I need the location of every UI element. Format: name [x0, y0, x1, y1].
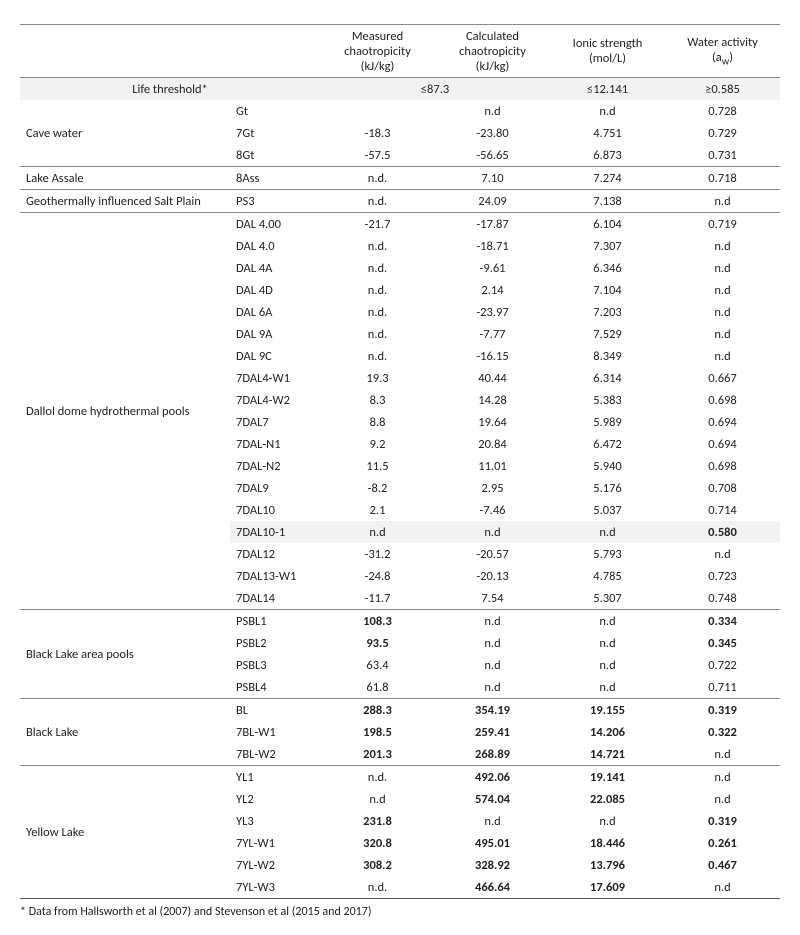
table-row: Black LakeBL288.3354.1919.1550.319: [20, 699, 780, 722]
col-measured: Measuredchaotropicity(kJ/kg): [320, 25, 435, 78]
table-body: Life threshold*≤87.3≤12.141≥0.585Cave wa…: [20, 78, 780, 899]
table-row: Dallol dome hydrothermal poolsDAL 4.00-2…: [20, 213, 780, 236]
site-label: Yellow Lake: [20, 766, 230, 899]
site-label: Cave water: [20, 100, 230, 167]
table-header: Measuredchaotropicity(kJ/kg) Calculatedc…: [20, 25, 780, 78]
footnote: * Data from Hallsworth et al (2007) and …: [20, 899, 780, 919]
site-label: Black Lake area pools: [20, 610, 230, 699]
site-label: Lake Assale: [20, 167, 230, 190]
threshold-row: Life threshold*≤87.3≤12.141≥0.585: [20, 78, 780, 101]
table-row: Yellow LakeYL1n.d.492.0619.141n.d: [20, 766, 780, 789]
col-ionic: Ionic strength(mol/L): [550, 25, 665, 78]
table-row: Cave waterGtn.dn.d0.728: [20, 100, 780, 122]
data-table: Measuredchaotropicity(kJ/kg) Calculatedc…: [20, 24, 780, 899]
site-label: Dallol dome hydrothermal pools: [20, 213, 230, 610]
table-row: Lake Assale8Assn.d.7.107.2740.718: [20, 167, 780, 190]
col-calculated: Calculatedchaotropicity(kJ/kg): [435, 25, 550, 78]
col-aw: Water activity(aw): [665, 25, 780, 78]
table-row: Geothermally influenced Salt PlainPS3n.d…: [20, 190, 780, 213]
site-label: Black Lake: [20, 699, 230, 766]
table-row: Black Lake area poolsPSBL1108.3n.dn.d0.3…: [20, 610, 780, 633]
site-label: Geothermally influenced Salt Plain: [20, 190, 230, 213]
